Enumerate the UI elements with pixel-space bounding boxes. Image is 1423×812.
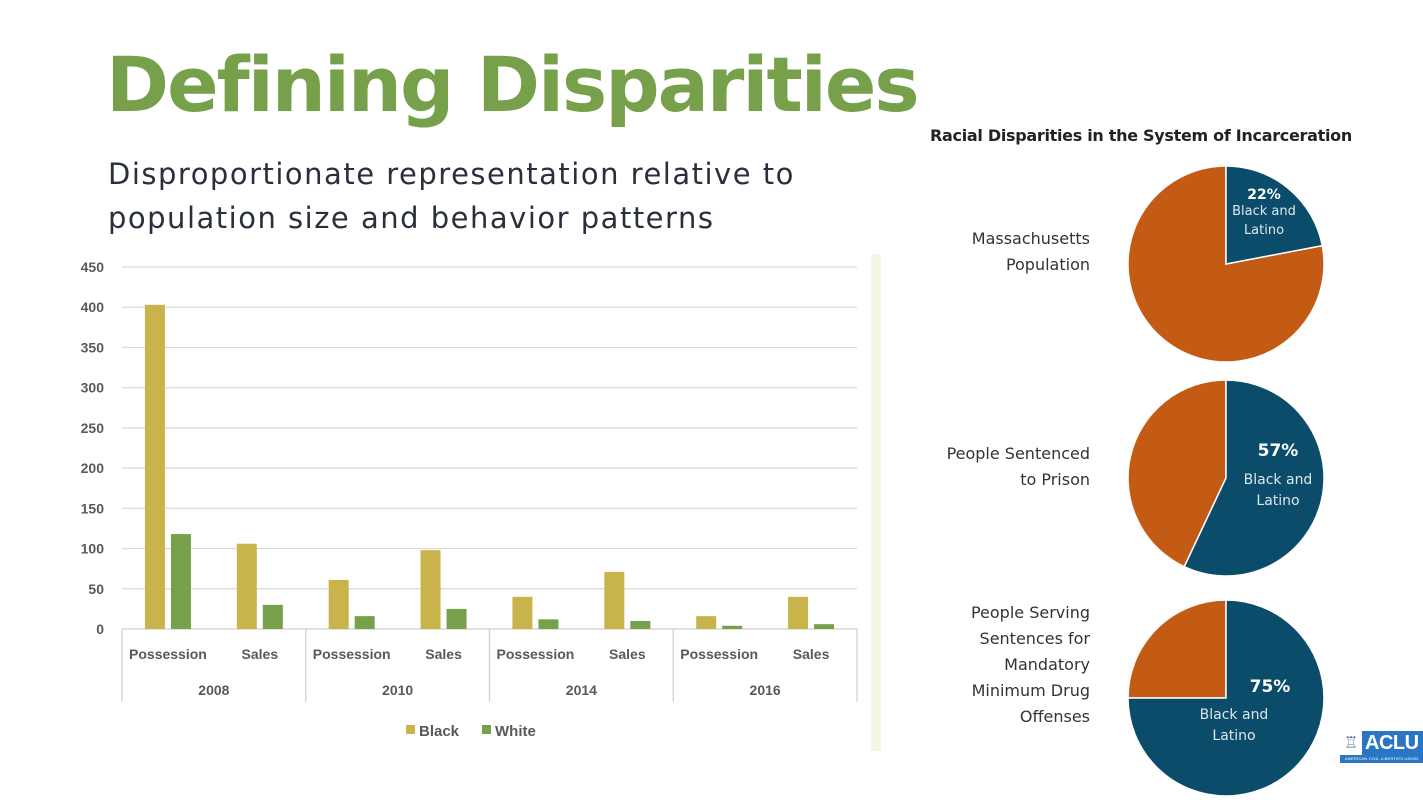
pie-slice-label: Latino [1256, 493, 1299, 509]
x-group-label: 2008 [198, 682, 229, 698]
y-tick-label: 0 [96, 621, 104, 637]
bar-black [328, 579, 349, 629]
y-tick-label: 350 [81, 339, 105, 355]
pie-slice-label: Black and [1200, 707, 1269, 723]
pie-category-label-line: People Serving [970, 603, 1090, 622]
bar-white [722, 625, 743, 629]
x-tick-label: Sales [425, 646, 462, 662]
pie-category-label-line: Mandatory [1004, 655, 1090, 674]
legend-label-black: Black [419, 723, 460, 740]
bar-black [512, 596, 533, 629]
pie-slice-label: Black and [1232, 204, 1296, 219]
aclu-tagline: AMERICAN CIVIL LIBERTIES UNION [1340, 755, 1423, 763]
pie-category-label: People Serving Sentences for Mandatory Mini… [971, 600, 1090, 730]
bar-white [446, 608, 467, 629]
bar-black [696, 616, 717, 629]
pie-slice-other [1127, 379, 1227, 568]
pie-category-label-line: to Prison [1020, 470, 1090, 489]
bar-black [144, 304, 165, 629]
pie-category-label-line: Massachusetts [971, 229, 1090, 248]
bar-black [236, 543, 257, 629]
x-tick-label: Sales [242, 646, 279, 662]
x-tick-label: Possession [680, 646, 758, 662]
pie-percent-label: 57% [1258, 441, 1299, 461]
legend-swatch-white [482, 725, 491, 734]
slide-title: Defining Disparities [106, 40, 920, 129]
statue-of-liberty-icon: ♖ [1340, 731, 1362, 755]
y-tick-label: 100 [81, 541, 105, 557]
legend-swatch-black [406, 725, 415, 734]
pie-percent-label: 22% [1247, 187, 1281, 203]
y-tick-label: 400 [81, 299, 105, 315]
legend-label-white: White [495, 723, 536, 740]
y-tick-label: 250 [81, 420, 105, 436]
pie-category-label-line: Offenses [1019, 707, 1090, 726]
aclu-wordmark: ACLU [1362, 731, 1423, 755]
divider-bar [871, 254, 881, 751]
x-tick-label: Sales [793, 646, 830, 662]
pie-slice-black-and-latino [1225, 165, 1324, 265]
pie-slice-black-and-latino [1183, 379, 1325, 577]
x-group-label: 2010 [382, 682, 413, 698]
y-tick-label: 200 [81, 460, 105, 476]
pie-category-label-line: Minimum Drug [971, 681, 1090, 700]
pie-slice-label: Black and [1244, 472, 1313, 488]
bar-white [170, 534, 191, 629]
bar-white [630, 620, 651, 629]
x-tick-label: Possession [313, 646, 391, 662]
bar-black [604, 571, 625, 629]
bar-white [538, 619, 559, 629]
bar-white [814, 624, 835, 629]
pie-category-label: Massachusetts Population [972, 226, 1090, 278]
y-tick-label: 150 [81, 500, 105, 516]
x-group-label: 2016 [750, 682, 781, 698]
y-tick-label: 450 [81, 259, 105, 275]
bar-black [788, 596, 809, 629]
pie-chart-title: Racial Disparities in the System of Inca… [930, 126, 1352, 145]
y-tick-label: 50 [88, 581, 104, 597]
pie-category-label: People Sentenced to Prison [947, 441, 1090, 493]
pie-category-label-line: People Sentenced [946, 444, 1090, 463]
pie-slice-other [1127, 599, 1227, 699]
pie-slice-label: Latino [1244, 223, 1284, 238]
bar-white [354, 616, 375, 629]
slide-subtitle: Disproportionate representation relative… [108, 157, 795, 235]
pie-category-label-line: Population [1005, 255, 1090, 274]
x-tick-label: Possession [129, 646, 207, 662]
pie-category-label-line: Sentences for [979, 629, 1090, 648]
y-tick-label: 300 [81, 380, 105, 396]
aclu-logo: ♖ ACLU AMERICAN CIVIL LIBERTIES UNION [1340, 731, 1423, 763]
arrests-bar-chart: 0 50 100 150 200 250 300 350 400 450 Possession Sal… [81, 259, 858, 740]
pie-slice-label: Latino [1212, 728, 1255, 744]
x-tick-label: Sales [609, 646, 646, 662]
bar-white [262, 604, 283, 629]
x-tick-label: Possession [497, 646, 575, 662]
bar-black [420, 550, 441, 629]
x-group-label: 2014 [566, 682, 597, 698]
pie-slice-black-and-latino [1127, 599, 1325, 797]
pie-percent-label: 75% [1250, 677, 1291, 697]
